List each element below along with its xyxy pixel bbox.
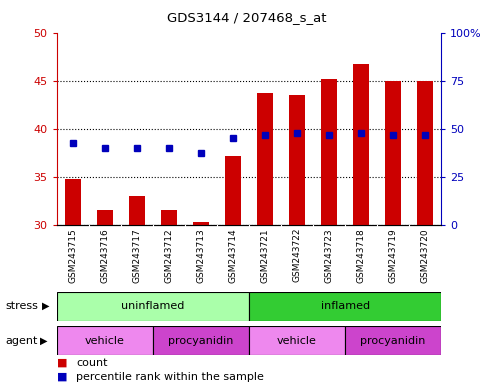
- Bar: [153, 326, 249, 355]
- Bar: [161, 210, 177, 225]
- Bar: [57, 326, 153, 355]
- Text: inflamed: inflamed: [320, 301, 370, 311]
- Bar: [97, 210, 113, 225]
- Bar: [129, 196, 145, 225]
- Bar: [65, 179, 81, 225]
- Text: agent: agent: [5, 336, 37, 346]
- Text: stress: stress: [5, 301, 38, 311]
- Text: GSM243713: GSM243713: [196, 228, 206, 283]
- Text: vehicle: vehicle: [277, 336, 317, 346]
- Text: ■: ■: [57, 358, 67, 368]
- Bar: [249, 326, 345, 355]
- Bar: [289, 95, 305, 225]
- Bar: [417, 81, 433, 225]
- Bar: [225, 156, 241, 225]
- Text: GSM243712: GSM243712: [164, 228, 174, 283]
- Text: GSM243717: GSM243717: [132, 228, 141, 283]
- Text: vehicle: vehicle: [85, 336, 125, 346]
- Text: GSM243722: GSM243722: [292, 228, 302, 282]
- Text: GSM243723: GSM243723: [324, 228, 334, 283]
- Text: ▶: ▶: [40, 336, 48, 346]
- Bar: [257, 93, 273, 225]
- Text: GSM243714: GSM243714: [228, 228, 238, 283]
- Text: ■: ■: [57, 372, 67, 382]
- Bar: [385, 81, 401, 225]
- Text: GSM243715: GSM243715: [68, 228, 77, 283]
- Text: GSM243716: GSM243716: [100, 228, 109, 283]
- Bar: [353, 64, 369, 225]
- Bar: [57, 292, 249, 321]
- Text: GDS3144 / 207468_s_at: GDS3144 / 207468_s_at: [167, 12, 326, 25]
- Text: GSM243721: GSM243721: [260, 228, 270, 283]
- Text: uninflamed: uninflamed: [121, 301, 184, 311]
- Text: GSM243720: GSM243720: [421, 228, 430, 283]
- Bar: [345, 326, 441, 355]
- Bar: [321, 79, 337, 225]
- Bar: [249, 292, 441, 321]
- Text: GSM243719: GSM243719: [388, 228, 398, 283]
- Text: count: count: [76, 358, 108, 368]
- Text: ▶: ▶: [42, 301, 49, 311]
- Bar: [193, 222, 209, 225]
- Text: procyanidin: procyanidin: [360, 336, 426, 346]
- Text: GSM243718: GSM243718: [356, 228, 366, 283]
- Text: procyanidin: procyanidin: [168, 336, 234, 346]
- Text: percentile rank within the sample: percentile rank within the sample: [76, 372, 264, 382]
